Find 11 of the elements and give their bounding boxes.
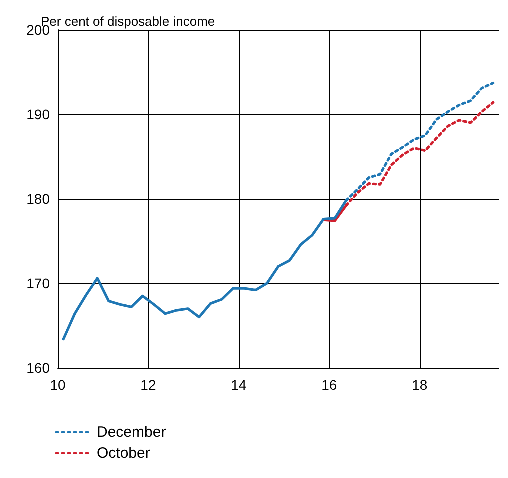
- legend-label: December: [97, 424, 166, 441]
- legend-label: October: [97, 445, 150, 462]
- x-tick-label: 18: [412, 377, 428, 393]
- x-tick-label: 12: [140, 377, 156, 393]
- x-tick-label: 10: [50, 377, 66, 393]
- x-tick-label: 16: [322, 377, 338, 393]
- x-tick-label: 14: [231, 377, 247, 393]
- y-tick-label: 160: [26, 360, 50, 376]
- y-tick-label: 180: [26, 191, 50, 207]
- y-tick-label: 170: [26, 276, 50, 292]
- y-tick-label: 190: [26, 106, 50, 122]
